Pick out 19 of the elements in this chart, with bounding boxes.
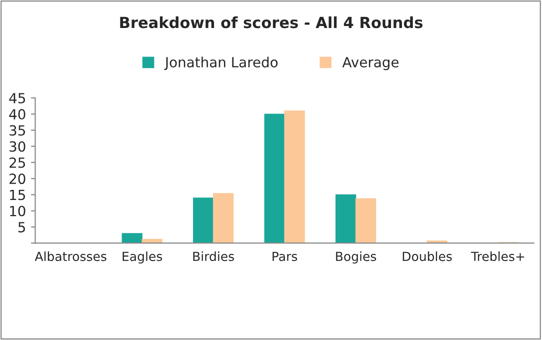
x-tick-label: Pars bbox=[272, 252, 298, 262]
y-tick-label: 40 bbox=[9, 109, 26, 120]
x-tick-label: Albatrosses bbox=[34, 251, 106, 262]
y-tick-label: 35 bbox=[10, 125, 25, 136]
y-tick-label: 45 bbox=[9, 93, 25, 104]
y-tick-label: 10 bbox=[10, 206, 26, 216]
y-tick-label: 25 bbox=[10, 157, 25, 168]
x-tick-label: Doubles bbox=[402, 251, 452, 262]
y-tick-label: 15 bbox=[10, 190, 25, 200]
x-tick-label: Bogies bbox=[336, 251, 376, 264]
y-tick-label: 20 bbox=[10, 174, 26, 184]
x-tick-label: Birdies bbox=[193, 251, 234, 262]
legend-label: Jonathan Laredo bbox=[164, 56, 278, 70]
y-tick-label: 30 bbox=[10, 141, 26, 152]
x-tick-label: Eagles bbox=[122, 251, 162, 264]
chart-title: Breakdown of scores - All 4 Rounds bbox=[120, 16, 422, 28]
x-tick-label: Trebles+ bbox=[471, 251, 524, 262]
legend-label: Average bbox=[342, 57, 399, 70]
y-tick-label: 5 bbox=[18, 222, 25, 232]
